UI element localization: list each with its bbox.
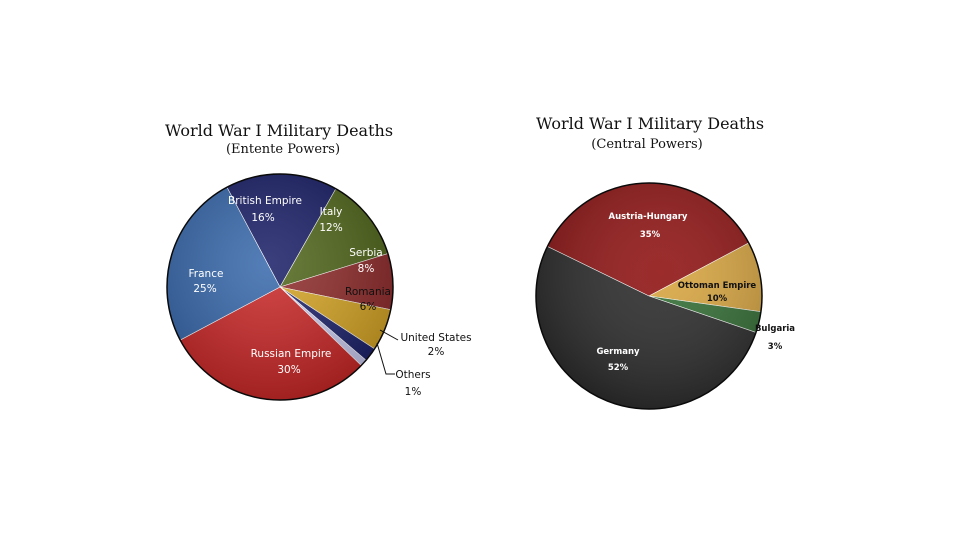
pie-shading [536,183,762,409]
pct-romania: 6% [360,301,377,313]
pct-british-empire: 16% [251,212,274,224]
pct-italy: 12% [319,222,342,234]
entente-labels: British Empire 16% Italy 12% Serbia 8% R… [189,195,472,398]
pct-austria-hungary: 35% [640,230,661,240]
label-british-empire: British Empire [228,195,302,207]
pct-serbia: 8% [358,263,375,275]
label-germany: Germany [596,347,640,357]
leader-others [376,342,395,375]
label-russian-empire: Russian Empire [251,348,332,360]
entente-chart: World War I Military Deaths (Entente Pow… [165,121,472,401]
central-labels: Austria-Hungary 35% Ottoman Empire 10% B… [596,212,795,373]
central-chart-title: World War I Military Deaths [536,114,764,133]
label-serbia: Serbia [349,247,382,259]
pct-russian-empire: 30% [277,364,300,376]
label-france: France [189,268,224,280]
entente-chart-title: World War I Military Deaths [165,121,393,140]
label-bulgaria: Bulgaria [755,324,795,334]
label-others: Others [395,369,430,381]
pie-shading [167,174,393,400]
label-romania: Romania [345,286,391,298]
label-ottoman-empire: Ottoman Empire [678,281,757,291]
pct-bulgaria: 3% [768,342,783,352]
label-united-states: United States [400,332,471,344]
entente-chart-subtitle: (Entente Powers) [226,142,340,157]
pct-others: 1% [405,386,422,398]
central-chart: World War I Military Deaths (Central Pow… [535,114,795,410]
pct-france: 25% [193,283,216,295]
pct-united-states: 2% [428,346,445,358]
pie-rim [535,182,763,410]
central-chart-subtitle: (Central Powers) [591,137,702,152]
central-pie [535,182,763,410]
entente-pie [166,173,394,401]
pie-rim [166,173,394,401]
label-italy: Italy [320,206,343,218]
pct-germany: 52% [608,363,629,373]
pct-ottoman-empire: 10% [707,294,728,304]
leader-united-states [379,329,399,341]
label-austria-hungary: Austria-Hungary [609,212,688,222]
